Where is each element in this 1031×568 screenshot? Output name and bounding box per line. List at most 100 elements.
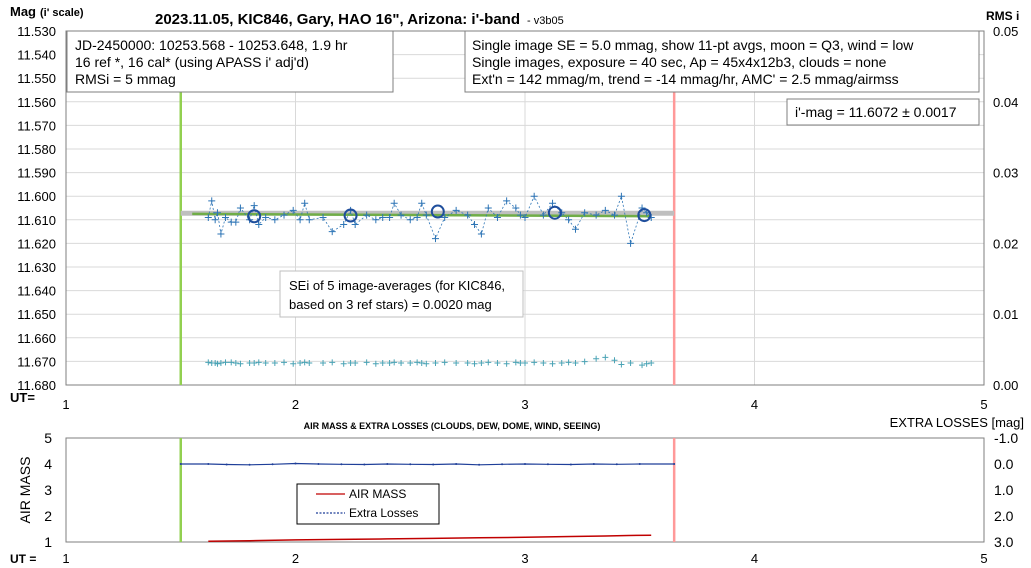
chart-title: 2023.11.05, KIC846, Gary, HAO 16", Arizo…: [155, 11, 520, 28]
single-image-point: [471, 221, 479, 229]
extra-losses-point: [592, 463, 595, 465]
y-tick-label: 11.570: [17, 118, 56, 133]
rms-point: [217, 360, 224, 367]
single-image-point: [340, 221, 348, 229]
y2-tick-label: 0.03: [993, 166, 1018, 181]
rms-point: [558, 360, 565, 367]
average-point: [637, 208, 652, 223]
rms-point: [432, 360, 439, 367]
airmass-chart: 1 2 3 4 5 -1.0 0.0 1.0 2.0 3.0 1 2 3 4 5 AIR MASS & EX…: [10, 415, 1024, 566]
annotation-right-line-2: Single images, exposure = 40 sec, Ap = 4…: [472, 54, 887, 70]
y-tick-label: 11.650: [17, 307, 56, 322]
single-image-point: [289, 206, 297, 214]
bottom-x-tick-label: 4: [751, 551, 758, 566]
x-tick-label: 5: [980, 397, 987, 412]
rms-point: [464, 360, 471, 367]
rms-point: [222, 359, 229, 366]
single-image-point: [351, 221, 359, 229]
bottom-x-tick-label: 1: [62, 551, 69, 566]
rms-point: [297, 360, 304, 367]
single-image-point: [539, 211, 547, 219]
bottom-vertical-markers: [179, 438, 676, 542]
single-image-point: [503, 197, 511, 205]
rms-point: [391, 359, 398, 366]
extra-losses-point: [615, 463, 618, 466]
rms-point: [372, 360, 379, 367]
single-image-point: [406, 216, 414, 224]
bottom-y2-tick-label: 1.0: [994, 482, 1014, 498]
legend-airmass: AIR MASS: [349, 487, 406, 501]
extra-losses-point: [271, 463, 274, 466]
single-image-point: [464, 211, 472, 219]
rms-point: [565, 359, 572, 366]
single-image-point: [379, 213, 387, 221]
y-tick-label: 11.640: [17, 284, 56, 299]
extra-losses-point: [179, 463, 182, 465]
single-image-point: [431, 235, 439, 243]
single-image-point: [627, 239, 635, 247]
extra-losses-point: [294, 462, 297, 465]
single-image-point: [386, 213, 394, 221]
rms-point: [232, 360, 239, 367]
x-tick-label: 2: [292, 397, 299, 412]
rms-point: [340, 360, 347, 367]
rms-point: [485, 359, 492, 366]
annotation-left-line-1: JD-2450000: 10253.568 - 10253.648, 1.9 h…: [75, 37, 348, 53]
annotation-box-left: JD-2450000: 10253.568 - 10253.648, 1.9 h…: [66, 30, 394, 93]
single-image-point: [372, 216, 380, 224]
single-image-point: [530, 192, 538, 200]
single-image-point: [305, 216, 313, 224]
rms-point: [205, 359, 212, 366]
single-image-point: [611, 211, 619, 219]
single-image-point: [516, 211, 524, 219]
rms-point: [639, 362, 646, 369]
single-image-point: [262, 213, 270, 221]
rms-point: [379, 360, 386, 367]
bottom-y-axis-label: AIR MASS: [17, 457, 33, 524]
single-image-point: [250, 202, 258, 210]
rms-point: [540, 360, 547, 367]
single-image-point: [255, 221, 263, 229]
extra-losses-point: [225, 463, 228, 466]
extra-losses-point: [207, 463, 210, 465]
single-image-point: [581, 209, 589, 217]
y-tick-label: 11.630: [17, 260, 56, 275]
annotation-box-right: Single image SE = 5.0 mmag, show 11-pt a…: [464, 30, 980, 93]
y-tick-label: 11.540: [17, 48, 56, 63]
average-point: [247, 209, 262, 224]
rms-point: [503, 360, 510, 367]
rms-point: [512, 359, 519, 366]
single-image-point: [301, 199, 309, 207]
average-point: [343, 208, 358, 223]
rms-point: [237, 360, 244, 367]
top-series: [204, 192, 655, 247]
single-image-point: [204, 213, 212, 221]
y-tick-label: 11.610: [17, 213, 56, 228]
average-point: [430, 204, 445, 219]
y-tick-label: 11.670: [17, 354, 56, 369]
bottom-y2-tick-label: 2.0: [994, 508, 1014, 524]
y-axis-label: Mag: [10, 4, 36, 19]
single-image-point: [477, 230, 485, 238]
bottom-series: [179, 462, 676, 542]
y-tick-label: 11.580: [17, 142, 56, 157]
single-image-point: [222, 213, 230, 221]
x-tick-label: 3: [521, 397, 528, 412]
single-image-point: [422, 211, 430, 219]
bottom-x-tick-label: 5: [980, 551, 987, 566]
bottom-plot-frame: [65, 437, 985, 543]
single-image-point: [390, 199, 398, 207]
rms-point: [549, 360, 556, 367]
single-image-point: [280, 211, 288, 219]
single-image-point: [565, 216, 573, 224]
single-image-point: [319, 213, 327, 221]
top-reference-lines: [180, 210, 675, 218]
rms-point: [386, 360, 393, 367]
rms-point: [329, 359, 336, 366]
rms-point: [255, 359, 262, 366]
trend-line: [192, 212, 652, 218]
rms-point: [453, 360, 460, 367]
single-image-point: [208, 197, 216, 205]
bottom-y2-tick-label: 3.0: [994, 534, 1014, 550]
